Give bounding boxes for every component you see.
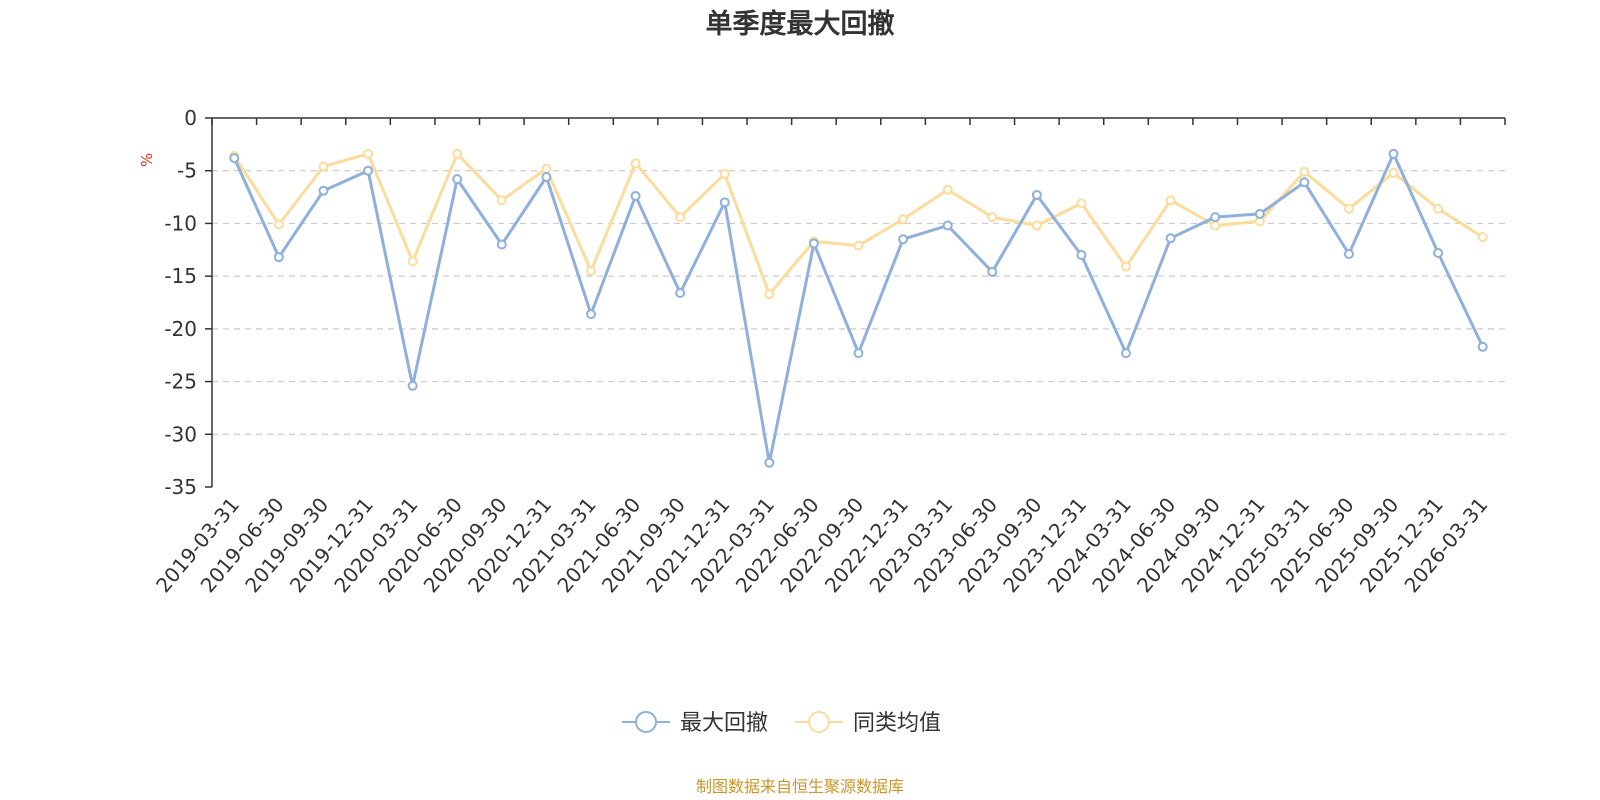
- legend-label: 最大回撤: [680, 711, 768, 736]
- data-point-1: [452, 148, 463, 159]
- data-point-0: [1165, 233, 1176, 244]
- data-point-0: [1433, 247, 1444, 258]
- y-axis-tick-labels: 0 -5 -10 -15 -20 -25 -30 -35: [164, 106, 197, 499]
- data-point-1: [273, 219, 284, 230]
- data-point-0: [1299, 177, 1310, 188]
- data-point-0: [1343, 249, 1354, 260]
- data-point-1: [853, 240, 864, 251]
- data-point-0: [764, 457, 775, 468]
- y-axis-unit-label: %: [138, 153, 156, 167]
- data-point-0: [363, 165, 374, 176]
- legend-item-0[interactable]: 最大回撤: [622, 711, 768, 736]
- data-point-1: [764, 289, 775, 300]
- data-point-0: [1388, 148, 1399, 159]
- legend-item-1[interactable]: 同类均值: [795, 711, 941, 736]
- data-point-0: [229, 153, 240, 164]
- data-point-0: [1477, 341, 1488, 352]
- data-point-0: [719, 197, 730, 208]
- data-source-note: 制图数据来自恒生聚源数据库: [696, 777, 904, 796]
- legend[interactable]: 最大回撤 同类均值: [622, 711, 941, 736]
- data-point-0: [407, 380, 418, 391]
- data-point-1: [719, 168, 730, 179]
- data-point-1: [1388, 167, 1399, 178]
- series-lines: [232, 152, 1485, 465]
- data-point-1: [1210, 220, 1221, 231]
- data-point-1: [1031, 220, 1042, 231]
- data-point-0: [496, 239, 507, 250]
- data-point-1: [942, 184, 953, 195]
- data-point-0: [675, 288, 686, 299]
- series-points: [229, 148, 1488, 468]
- data-point-1: [898, 214, 909, 225]
- data-point-0: [1121, 348, 1132, 359]
- series-line-0: [232, 152, 1485, 465]
- data-point-1: [1076, 198, 1087, 209]
- data-point-0: [898, 234, 909, 245]
- y-tick-label: -25: [164, 370, 197, 394]
- data-point-1: [1477, 232, 1488, 243]
- data-point-1: [318, 161, 329, 172]
- data-point-1: [496, 195, 507, 206]
- y-tick-label: -5: [177, 159, 197, 183]
- data-point-1: [1165, 195, 1176, 206]
- grid-lines: [212, 170, 1505, 435]
- legend-label: 同类均值: [853, 711, 941, 736]
- y-tick-label: -15: [164, 264, 197, 288]
- data-point-1: [987, 212, 998, 223]
- data-point-0: [942, 220, 953, 231]
- data-point-0: [987, 266, 998, 277]
- data-point-0: [1210, 212, 1221, 223]
- data-point-0: [541, 172, 552, 183]
- data-point-0: [808, 238, 819, 249]
- data-point-1: [541, 163, 552, 174]
- data-point-0: [853, 348, 864, 359]
- chart-title: 单季度最大回撤: [706, 8, 895, 40]
- y-tick-label: -35: [164, 475, 197, 499]
- y-tick-label: -10: [164, 211, 197, 235]
- data-point-0: [273, 252, 284, 263]
- data-point-0: [1254, 208, 1265, 219]
- y-tick-label: -30: [164, 422, 197, 446]
- data-point-0: [630, 191, 641, 202]
- axes: [205, 117, 1506, 488]
- data-point-1: [1433, 203, 1444, 214]
- data-point-1: [675, 212, 686, 223]
- y-tick-label: 0: [184, 106, 197, 130]
- legend-marker-icon: [635, 711, 657, 733]
- data-point-1: [1299, 166, 1310, 177]
- data-point-0: [452, 174, 463, 185]
- data-point-1: [363, 148, 374, 159]
- data-point-1: [630, 158, 641, 169]
- data-point-1: [585, 265, 596, 276]
- data-point-1: [1121, 261, 1132, 272]
- data-point-0: [318, 185, 329, 196]
- legend-marker-icon: [808, 711, 830, 733]
- data-point-1: [407, 256, 418, 267]
- data-point-1: [1343, 203, 1354, 214]
- y-tick-label: -20: [164, 317, 197, 341]
- data-point-0: [1076, 250, 1087, 261]
- x-axis-tick-labels: 2019-03-312019-06-302019-09-302019-12-31…: [151, 493, 1493, 597]
- data-point-0: [1031, 189, 1042, 200]
- data-point-0: [585, 309, 596, 320]
